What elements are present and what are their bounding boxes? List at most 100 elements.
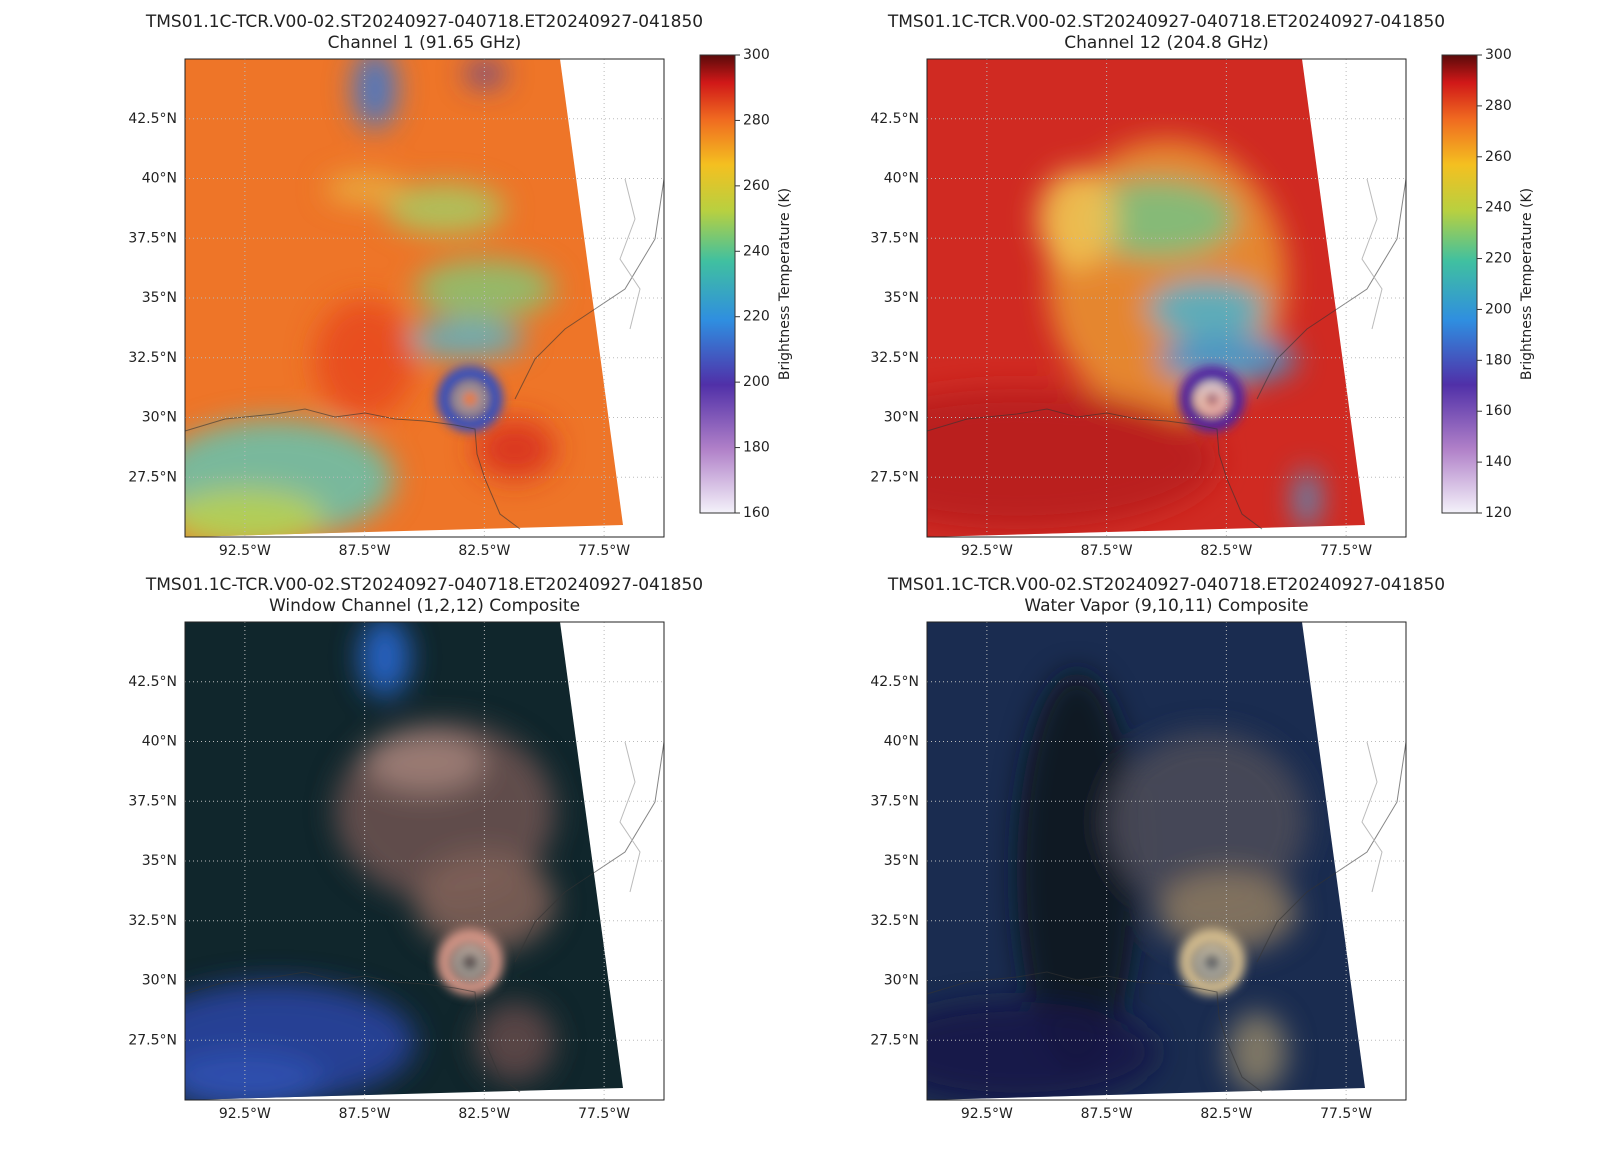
cloud <box>927 1002 1157 1100</box>
y-tick-label: 27.5°N <box>870 469 919 485</box>
colorbar <box>699 54 736 514</box>
y-tick-label: 30°N <box>884 973 919 989</box>
coastline <box>184 408 521 530</box>
y-tick-label: 32.5°N <box>128 350 177 366</box>
imagery <box>927 622 1365 1100</box>
cloud <box>475 419 555 479</box>
y-tick-label: 42.5°N <box>870 674 919 690</box>
cloud <box>365 732 485 792</box>
cloud <box>1157 872 1297 952</box>
cloud <box>405 319 525 359</box>
coastline <box>1256 178 1407 400</box>
y-tick-label: 27.5°N <box>128 469 177 485</box>
imagery <box>185 59 623 537</box>
y-tick-label: 35°N <box>142 853 177 869</box>
hurricane-eye <box>466 395 474 403</box>
panel-subtitle: Water Vapor (9,10,11) Composite <box>1024 596 1308 616</box>
y-tick-label: 40°N <box>884 171 919 187</box>
hurricane <box>437 929 503 995</box>
panel-title: TMS01.1C-TCR.V00-02.ST20240927-040718.ET… <box>887 12 1445 32</box>
imagery-blobs <box>185 622 555 1100</box>
y-tick-label: 42.5°N <box>870 111 919 127</box>
colorbar-tick-label: 300 <box>1485 47 1512 63</box>
colorbar-tick-label: 280 <box>743 112 770 128</box>
cloud <box>1157 334 1297 384</box>
coastline <box>1361 741 1383 893</box>
hurricane-eye <box>466 958 474 966</box>
x-tick-label: 92.5°W <box>961 543 1013 559</box>
x-tick-label: 82.5°W <box>1200 543 1252 559</box>
cloud <box>1227 1012 1287 1092</box>
colorbar-tick-label: 220 <box>1485 251 1512 267</box>
cloud <box>465 62 505 86</box>
y-tick-label: 32.5°N <box>128 913 177 929</box>
x-tick-label: 87.5°W <box>339 543 391 559</box>
y-tick-label: 35°N <box>884 853 919 869</box>
hurricane-inner <box>455 947 485 977</box>
plot-frame <box>184 58 665 538</box>
colorbar-tick-label: 140 <box>1485 454 1512 470</box>
cloud <box>1107 732 1307 912</box>
x-tick-label: 92.5°W <box>961 1106 1013 1122</box>
coastline <box>619 178 641 330</box>
x-tick-label: 77.5°W <box>578 1106 630 1122</box>
x-tick-label: 92.5°W <box>219 1106 271 1122</box>
colorbar-tick-label: 200 <box>1485 301 1512 317</box>
coastline <box>514 741 665 963</box>
hurricane-eye <box>1208 958 1216 966</box>
colorbar <box>1441 54 1478 514</box>
hurricane-ring <box>437 929 503 995</box>
y-tick-label: 27.5°N <box>870 1032 919 1048</box>
cloud <box>360 622 410 697</box>
plot-frame <box>184 621 665 1101</box>
hurricane-inner <box>1197 947 1227 977</box>
cloud <box>927 389 1217 529</box>
plot-frame <box>926 58 1407 538</box>
y-tick-label: 35°N <box>142 290 177 306</box>
cloud <box>1295 469 1319 529</box>
panel-title: TMS01.1C-TCR.V00-02.ST20240927-040718.ET… <box>145 12 703 32</box>
x-tick-label: 77.5°W <box>1320 1106 1372 1122</box>
coastline <box>1361 178 1383 330</box>
x-tick-label: 87.5°W <box>1081 1106 1133 1122</box>
cloud <box>1147 279 1267 339</box>
coastline <box>184 971 521 1093</box>
hurricane-ring <box>1179 929 1245 995</box>
cloud <box>415 259 555 319</box>
plot-frame <box>926 621 1407 1101</box>
x-tick-label: 82.5°W <box>1200 1106 1252 1122</box>
colorbar-tick-label: 220 <box>743 309 770 325</box>
colorbar-label: Brightness Temperature (K) <box>777 188 793 380</box>
panel-subtitle: Channel 1 (91.65 GHz) <box>328 33 522 53</box>
y-tick-label: 37.5°N <box>128 230 177 246</box>
x-tick-label: 77.5°W <box>578 543 630 559</box>
x-tick-label: 82.5°W <box>458 543 510 559</box>
panel-title: TMS01.1C-TCR.V00-02.ST20240927-040718.ET… <box>887 575 1445 595</box>
colorbar-tick-label: 240 <box>1485 200 1512 216</box>
colorbar-tick-label: 160 <box>1485 403 1512 419</box>
colorbar-tick-label: 200 <box>743 374 770 390</box>
coastline <box>1256 741 1407 963</box>
colorbar-tick-label: 260 <box>743 178 770 194</box>
y-tick-label: 40°N <box>884 734 919 750</box>
hurricane-inner <box>455 384 485 414</box>
y-tick-label: 30°N <box>142 973 177 989</box>
y-tick-label: 37.5°N <box>870 793 919 809</box>
y-tick-label: 30°N <box>884 410 919 426</box>
y-tick-label: 40°N <box>142 734 177 750</box>
y-tick-label: 32.5°N <box>870 350 919 366</box>
y-tick-label: 42.5°N <box>128 674 177 690</box>
imagery-blobs <box>927 139 1319 529</box>
coastline <box>926 408 1263 530</box>
panel-title: TMS01.1C-TCR.V00-02.ST20240927-040718.ET… <box>145 575 703 595</box>
y-tick-label: 40°N <box>142 171 177 187</box>
y-tick-label: 27.5°N <box>128 1032 177 1048</box>
hurricane-eye <box>1208 395 1216 403</box>
coastline <box>926 971 1263 1093</box>
cloud <box>415 852 555 952</box>
y-tick-label: 32.5°N <box>870 913 919 929</box>
colorbar-tick-label: 280 <box>1485 98 1512 114</box>
hurricane <box>437 366 503 432</box>
y-tick-label: 30°N <box>142 410 177 426</box>
